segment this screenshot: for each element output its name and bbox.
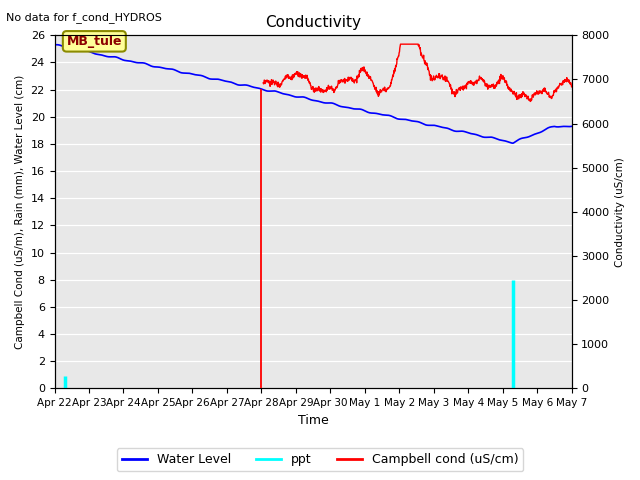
Legend: Water Level, ppt, Campbell cond (uS/cm): Water Level, ppt, Campbell cond (uS/cm) bbox=[116, 448, 524, 471]
Y-axis label: Campbell Cond (uS/m), Rain (mm), Water Level (cm): Campbell Cond (uS/m), Rain (mm), Water L… bbox=[15, 75, 25, 349]
Title: Conductivity: Conductivity bbox=[265, 15, 361, 30]
X-axis label: Time: Time bbox=[298, 414, 328, 427]
Y-axis label: Conductivity (uS/cm): Conductivity (uS/cm) bbox=[615, 157, 625, 267]
Text: MB_tule: MB_tule bbox=[67, 35, 122, 48]
Text: No data for f_cond_HYDROS: No data for f_cond_HYDROS bbox=[6, 12, 163, 23]
